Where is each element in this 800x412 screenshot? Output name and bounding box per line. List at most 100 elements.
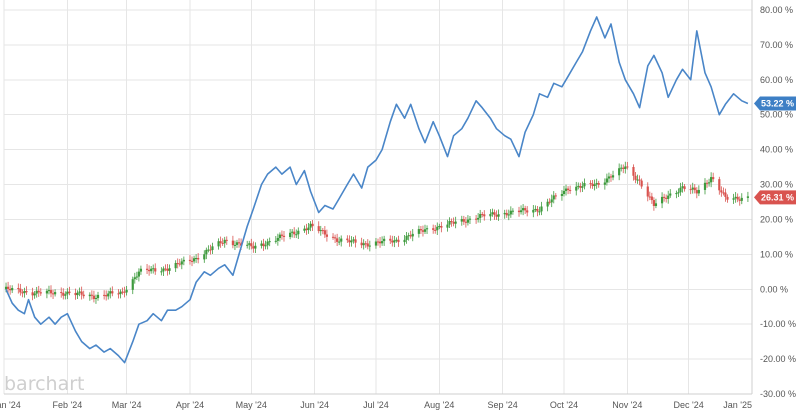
x-tick-label: Feb '24 bbox=[52, 400, 82, 410]
candle-body bbox=[624, 166, 627, 169]
candle-body bbox=[60, 292, 63, 294]
x-tick-label: Jan '25 bbox=[723, 400, 752, 410]
candle-body bbox=[724, 192, 727, 197]
candle-body bbox=[176, 262, 179, 264]
x-tick-label: May '24 bbox=[236, 400, 267, 410]
candle-body bbox=[552, 195, 555, 200]
candle-body bbox=[323, 230, 326, 235]
candle-body bbox=[37, 290, 40, 293]
candle-body bbox=[368, 245, 371, 247]
candle-body bbox=[121, 291, 124, 293]
barchart-watermark: barchart bbox=[4, 373, 85, 395]
candle-body bbox=[252, 246, 255, 249]
candle-body bbox=[207, 249, 210, 251]
candle-body bbox=[652, 200, 656, 206]
candle-body bbox=[346, 238, 349, 241]
candle-body bbox=[291, 231, 294, 233]
candle-body bbox=[450, 221, 453, 223]
candle-body bbox=[374, 241, 378, 246]
candle-body bbox=[109, 291, 112, 294]
candle-body bbox=[681, 186, 684, 188]
candle-body bbox=[278, 234, 282, 238]
last-value-tag bbox=[754, 190, 796, 205]
x-tick-label: Mar '24 bbox=[112, 400, 142, 410]
candle-body bbox=[411, 233, 414, 237]
candle-body bbox=[579, 185, 582, 188]
candle-body bbox=[397, 239, 400, 243]
candle-body bbox=[4, 286, 8, 290]
candle-body bbox=[197, 257, 200, 260]
candle-body bbox=[96, 294, 100, 299]
candle-body bbox=[103, 294, 106, 296]
candle-body bbox=[505, 212, 508, 216]
candle-body bbox=[378, 241, 382, 244]
candle-body bbox=[92, 295, 96, 300]
candle-body bbox=[74, 292, 77, 296]
candle-body bbox=[266, 241, 269, 246]
candle-body bbox=[503, 212, 506, 215]
y-tick-label: 50.00 % bbox=[760, 110, 793, 120]
candle-body bbox=[393, 240, 396, 243]
x-tick-label: Oct '24 bbox=[550, 400, 578, 410]
y-tick-label: 60.00 % bbox=[760, 75, 793, 85]
candle-body bbox=[683, 186, 686, 190]
candle-body bbox=[139, 268, 143, 272]
candle-body bbox=[603, 182, 606, 185]
candle-body bbox=[325, 234, 329, 237]
candle-body bbox=[295, 234, 298, 236]
candle-body bbox=[626, 166, 629, 168]
candle-body bbox=[317, 226, 320, 232]
candle-body bbox=[597, 183, 600, 185]
candle-body bbox=[726, 196, 729, 200]
candle-body bbox=[564, 188, 568, 191]
candle-body bbox=[145, 268, 149, 270]
candle-body bbox=[483, 214, 486, 217]
candle-body bbox=[152, 268, 155, 270]
candle-body bbox=[395, 239, 398, 241]
candle-body bbox=[164, 268, 167, 270]
candle-body bbox=[231, 240, 234, 246]
candle-body bbox=[634, 175, 637, 180]
candle-body bbox=[403, 239, 406, 243]
candle-body bbox=[620, 167, 623, 169]
candle-body bbox=[446, 224, 449, 228]
candle-body bbox=[703, 182, 707, 190]
candle-body bbox=[517, 210, 521, 213]
candle-body bbox=[90, 294, 93, 296]
candle-body bbox=[111, 291, 114, 294]
candle-body bbox=[693, 187, 696, 191]
candle-body bbox=[536, 208, 539, 212]
candle-body bbox=[638, 179, 641, 181]
candle-body bbox=[17, 288, 20, 290]
candle-body bbox=[154, 268, 157, 272]
blue-series-line bbox=[5, 16, 749, 364]
y-tick-label: -30.00 % bbox=[760, 389, 796, 399]
candle-body bbox=[581, 186, 584, 188]
candle-body bbox=[364, 243, 367, 245]
candle-body bbox=[289, 232, 292, 237]
candle-body bbox=[577, 185, 580, 187]
candle-body bbox=[282, 235, 286, 237]
candle-body bbox=[276, 237, 279, 241]
candle-body bbox=[66, 291, 69, 295]
candle-body bbox=[583, 183, 586, 187]
candle-body bbox=[133, 277, 136, 280]
candle-body bbox=[474, 218, 478, 220]
candle-body bbox=[697, 189, 700, 194]
candle-body bbox=[150, 268, 153, 272]
candle-body bbox=[722, 192, 725, 194]
candle-body bbox=[540, 206, 543, 212]
candle-body bbox=[434, 229, 437, 231]
candle-body bbox=[607, 176, 611, 179]
candle-body bbox=[409, 235, 412, 237]
gridlines bbox=[3, 0, 753, 395]
candle-body bbox=[546, 201, 549, 207]
candle-body bbox=[47, 290, 51, 292]
candle-body bbox=[646, 186, 649, 197]
candle-body bbox=[448, 221, 451, 225]
candle-body bbox=[209, 249, 212, 251]
y-tick-label: 40.00 % bbox=[760, 145, 793, 155]
candle-body bbox=[45, 290, 49, 294]
candle-body bbox=[88, 294, 91, 297]
